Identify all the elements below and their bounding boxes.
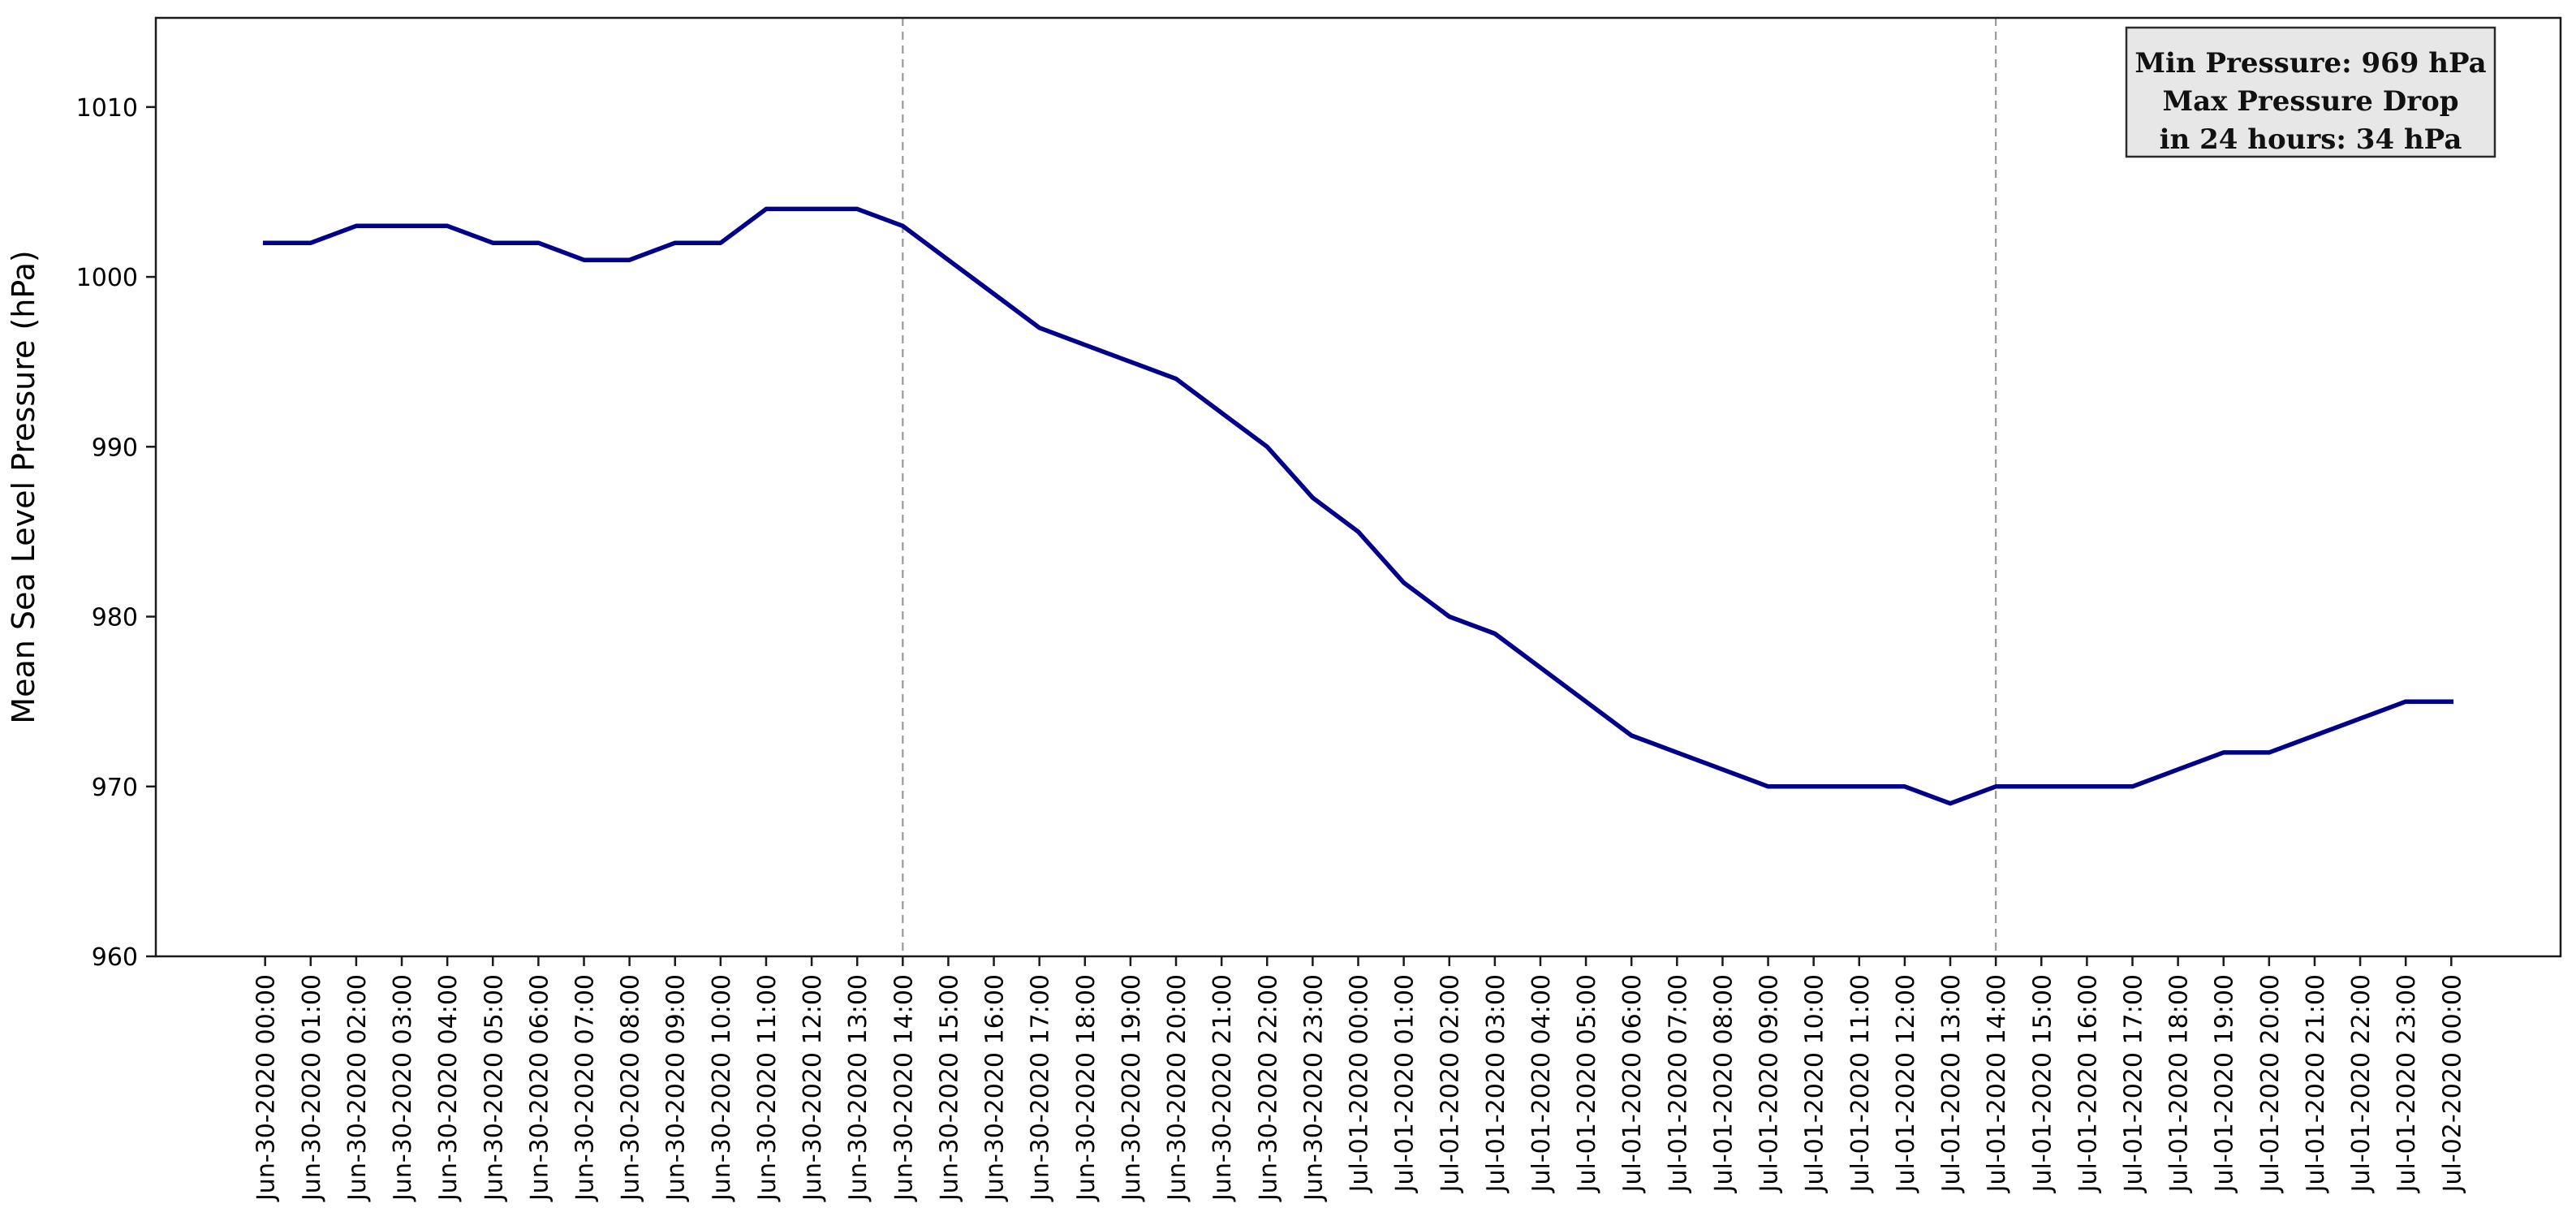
x-tick-label: Jun-30-2020 11:00 — [753, 974, 782, 1202]
x-tick-label: Jul-01-2020 03:00 — [1482, 974, 1510, 1193]
annotation-background — [2125, 26, 2496, 158]
x-tick-label: Jun-30-2020 01:00 — [298, 974, 326, 1202]
x-tick-label: Jul-01-2020 02:00 — [1437, 974, 1465, 1193]
x-tick-label: Jul-01-2020 13:00 — [1937, 974, 1966, 1193]
y-tick-label: 970 — [92, 774, 138, 802]
x-tick-label: Jun-30-2020 13:00 — [844, 974, 872, 1202]
y-tick-label: 990 — [92, 434, 138, 462]
x-tick-label: Jun-30-2020 04:00 — [434, 974, 463, 1202]
x-tick-label: Jul-01-2020 06:00 — [1618, 974, 1647, 1193]
x-tick-label: Jul-01-2020 12:00 — [1892, 974, 1920, 1193]
y-tick-label: 980 — [92, 604, 138, 632]
x-tick-label: Jul-01-2020 18:00 — [2165, 974, 2194, 1193]
y-tick-label: 1010 — [76, 94, 138, 123]
x-tick-label: Jul-01-2020 09:00 — [1755, 974, 1784, 1193]
y-axis-label: Mean Sea Level Pressure (hPa) — [6, 250, 41, 723]
plot-border — [154, 16, 2562, 958]
x-tick-label: Jul-01-2020 04:00 — [1527, 974, 1556, 1193]
event-vlines — [902, 18, 1997, 956]
x-tick-label: Jul-01-2020 17:00 — [2119, 974, 2147, 1193]
x-tick-label: Jul-01-2020 11:00 — [1846, 974, 1875, 1193]
x-tick-label: Jul-01-2020 23:00 — [2393, 974, 2421, 1193]
annotation-box: Min Pressure: 969 hPa Max Pressure Drop … — [2125, 26, 2496, 158]
x-tick-label: Jul-01-2020 19:00 — [2211, 974, 2239, 1193]
x-tick-label: Jun-30-2020 02:00 — [343, 974, 372, 1202]
x-tick-label: Jul-01-2020 07:00 — [1664, 974, 1692, 1193]
pressure-line-series — [262, 206, 2454, 806]
x-tick-label: Jun-30-2020 20:00 — [1163, 974, 1191, 1202]
x-tick-label: Jun-30-2020 05:00 — [480, 974, 508, 1202]
x-tick-label: Jun-30-2020 06:00 — [525, 974, 554, 1202]
x-tick-label: Jun-30-2020 14:00 — [890, 974, 918, 1202]
x-tick-label: Jul-01-2020 00:00 — [1346, 974, 1374, 1193]
x-tick-label: Jun-30-2020 08:00 — [617, 974, 645, 1202]
x-tick-label: Jun-30-2020 10:00 — [708, 974, 736, 1202]
annotation-line-2: Max Pressure Drop — [2162, 85, 2458, 118]
x-tick-label: Jun-30-2020 19:00 — [1118, 974, 1146, 1202]
annotation-line-1: Min Pressure: 969 hPa — [2134, 47, 2486, 80]
x-tick-label: Jul-01-2020 10:00 — [1801, 974, 1829, 1193]
x-tick-label: Jun-30-2020 23:00 — [1299, 974, 1328, 1202]
x-tick-label: Jun-30-2020 15:00 — [935, 974, 963, 1202]
y-tick-label: 960 — [92, 943, 138, 972]
x-tick-label: Jun-30-2020 00:00 — [252, 974, 281, 1202]
x-tick-label: Jun-30-2020 21:00 — [1208, 974, 1237, 1202]
x-tick-label: Jun-30-2020 12:00 — [799, 974, 827, 1202]
x-tick-label: Jun-30-2020 18:00 — [1072, 974, 1101, 1202]
x-tick-label: Jun-30-2020 16:00 — [981, 974, 1010, 1202]
x-tick-label: Jul-02-2020 00:00 — [2438, 974, 2466, 1193]
x-tick-label: Jul-01-2020 01:00 — [1391, 974, 1419, 1193]
x-tick-label: Jun-30-2020 17:00 — [1027, 974, 1055, 1202]
x-tick-label: Jul-01-2020 22:00 — [2347, 974, 2376, 1193]
x-tick-label: Jun-30-2020 09:00 — [662, 974, 691, 1202]
annotation-line-3: in 24 hours: 34 hPa — [2160, 123, 2462, 156]
pressure-polyline — [262, 206, 2454, 806]
y-tick-label: 1000 — [76, 264, 138, 292]
x-tick-label: Jun-30-2020 03:00 — [389, 974, 417, 1202]
y-axis-ticks: 960 970 980 990 1000 1010 — [76, 94, 156, 972]
x-tick-label: Jul-01-2020 08:00 — [1709, 974, 1738, 1193]
x-tick-label: Jul-01-2020 20:00 — [2256, 974, 2285, 1193]
x-tick-label: Jun-30-2020 07:00 — [571, 974, 600, 1202]
x-axis-ticks: Jun-30-2020 00:00 Jun-30-2020 01:00 Jun-30… — [252, 956, 2466, 1202]
x-tick-label: Jul-01-2020 05:00 — [1573, 974, 1601, 1193]
x-tick-label: Jul-01-2020 14:00 — [1983, 974, 2011, 1193]
x-tick-label: Jun-30-2020 22:00 — [1254, 974, 1282, 1202]
x-tick-label: Jul-01-2020 21:00 — [2302, 974, 2330, 1193]
x-tick-label: Jul-01-2020 16:00 — [2074, 974, 2102, 1193]
x-tick-label: Jul-01-2020 15:00 — [2028, 974, 2057, 1193]
